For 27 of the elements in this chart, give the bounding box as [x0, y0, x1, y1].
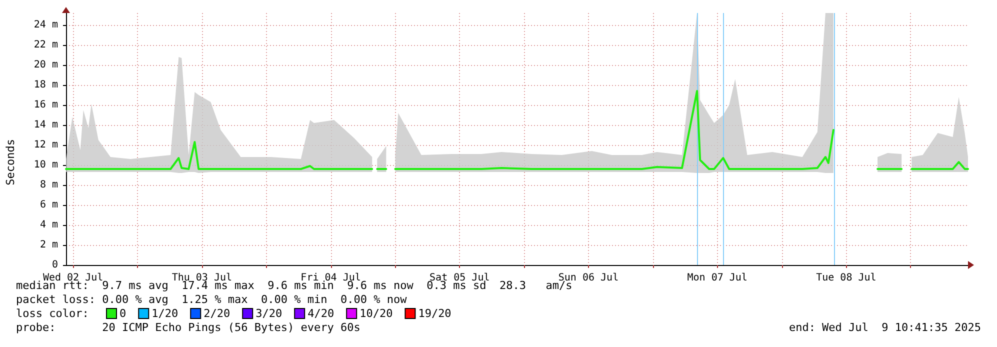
y-tick-label: 16 m — [34, 100, 58, 110]
y-tick-label: 0 — [52, 260, 58, 270]
y-tick-label: 10 m — [34, 160, 58, 170]
y-axis-title: Seconds — [4, 139, 17, 186]
y-tick-label: 14 m — [34, 120, 58, 130]
y-tick-label: 20 m — [34, 60, 58, 70]
legend-label: 10/20 — [360, 307, 393, 320]
legend-label: 3/20 — [256, 307, 282, 320]
y-tick-label: 8 m — [40, 180, 58, 190]
y-tick-label: 22 m — [34, 40, 58, 50]
y-tick-label: 2 m — [40, 240, 58, 250]
legend-title: loss color: — [16, 307, 89, 320]
y-tick-label: 6 m — [40, 200, 58, 210]
y-tick-label: 12 m — [34, 140, 58, 150]
legend-label: 2/20 — [204, 307, 230, 320]
y-tick-label: 24 m — [34, 20, 58, 30]
x-tick-label: Tue 08 Jul — [816, 272, 876, 284]
legend-label: 0 — [120, 307, 126, 320]
y-tick-label: 4 m — [40, 220, 58, 230]
legend-label: 4/20 — [308, 307, 334, 320]
text: probe: 20 ICMP Echo Pings (56 Bytes) every 60s — [16, 321, 360, 334]
y-tick-label: 18 m — [34, 80, 58, 90]
legend-label: 1/20 — [152, 307, 178, 320]
text: end: Wed Jul 9 10:41:35 2025 — [788, 321, 982, 334]
x-tick-label: Mon 07 Jul — [687, 272, 748, 284]
text: packet loss: 0.00 % avg 1.25 % max 0.00 % min 0.00 % now — [16, 293, 408, 306]
legend-label: 19/20 — [418, 307, 452, 320]
